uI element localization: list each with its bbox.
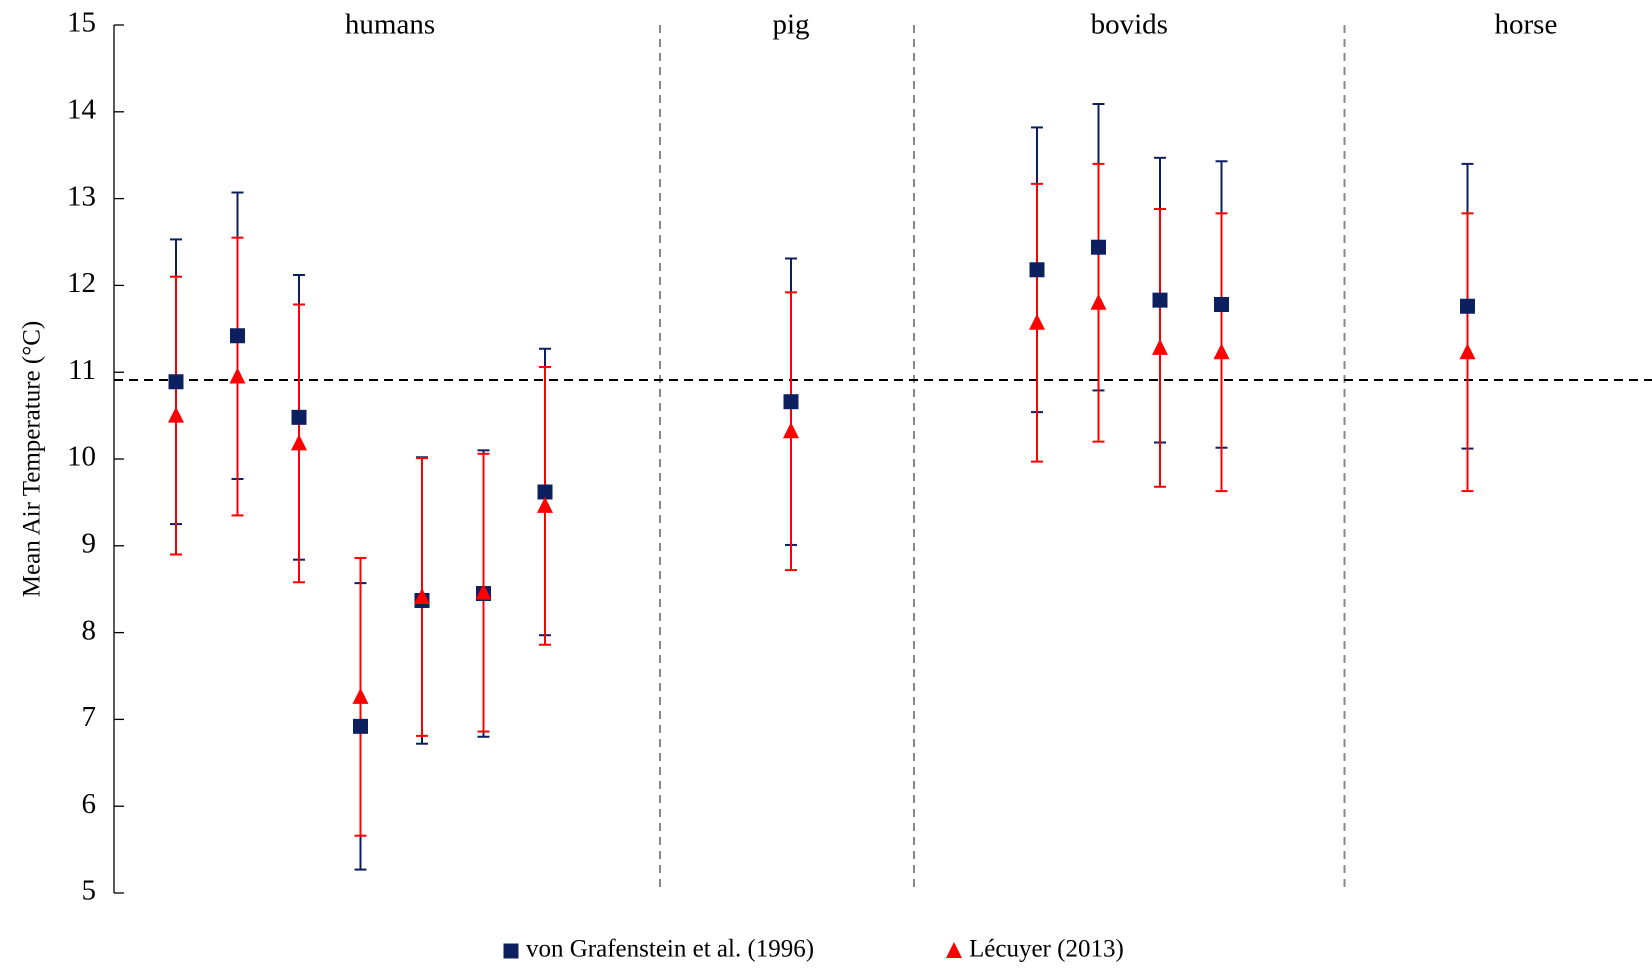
y-tick-label: 15	[67, 7, 96, 39]
legend-marker	[946, 942, 962, 958]
point	[475, 583, 492, 600]
y-tick-label: 8	[82, 614, 97, 646]
y-tick-label: 9	[82, 527, 97, 559]
group-label: humans	[345, 9, 435, 41]
y-tick-label: 10	[67, 441, 96, 473]
group-label: horse	[1495, 9, 1558, 41]
point	[168, 406, 184, 423]
point	[1152, 292, 1168, 308]
group-label: pig	[772, 9, 809, 41]
point	[1213, 343, 1230, 360]
point	[1029, 262, 1045, 278]
legend-marker	[503, 943, 519, 959]
point	[414, 588, 430, 605]
y-tick-label: 5	[82, 875, 97, 907]
point	[783, 422, 799, 439]
y-tick-label: 11	[68, 354, 96, 386]
point	[353, 718, 368, 734]
point	[1459, 343, 1476, 360]
point	[537, 484, 553, 500]
y-axis-label: Mean Air Temperature (°C)	[19, 321, 46, 597]
point	[229, 367, 246, 384]
point	[1460, 298, 1475, 314]
point	[783, 394, 799, 410]
y-tick-label: 12	[67, 267, 96, 299]
point	[352, 687, 369, 704]
group-label: bovids	[1091, 9, 1168, 41]
point	[230, 328, 245, 344]
y-tick-label: 13	[67, 180, 96, 212]
y-tick-label: 14	[67, 93, 97, 125]
point	[1090, 293, 1107, 310]
point	[537, 496, 553, 513]
point	[1029, 313, 1045, 330]
legend-label: von Grafenstein et al. (1996)	[526, 936, 814, 963]
point	[1214, 296, 1229, 312]
point	[1091, 239, 1106, 255]
point	[168, 374, 184, 390]
y-tick-label: 7	[82, 701, 97, 733]
point	[291, 409, 307, 425]
point	[291, 434, 307, 451]
y-tick-label: 6	[82, 788, 97, 820]
legend-label: Lécuyer (2013)	[969, 936, 1124, 963]
point	[1152, 338, 1168, 355]
